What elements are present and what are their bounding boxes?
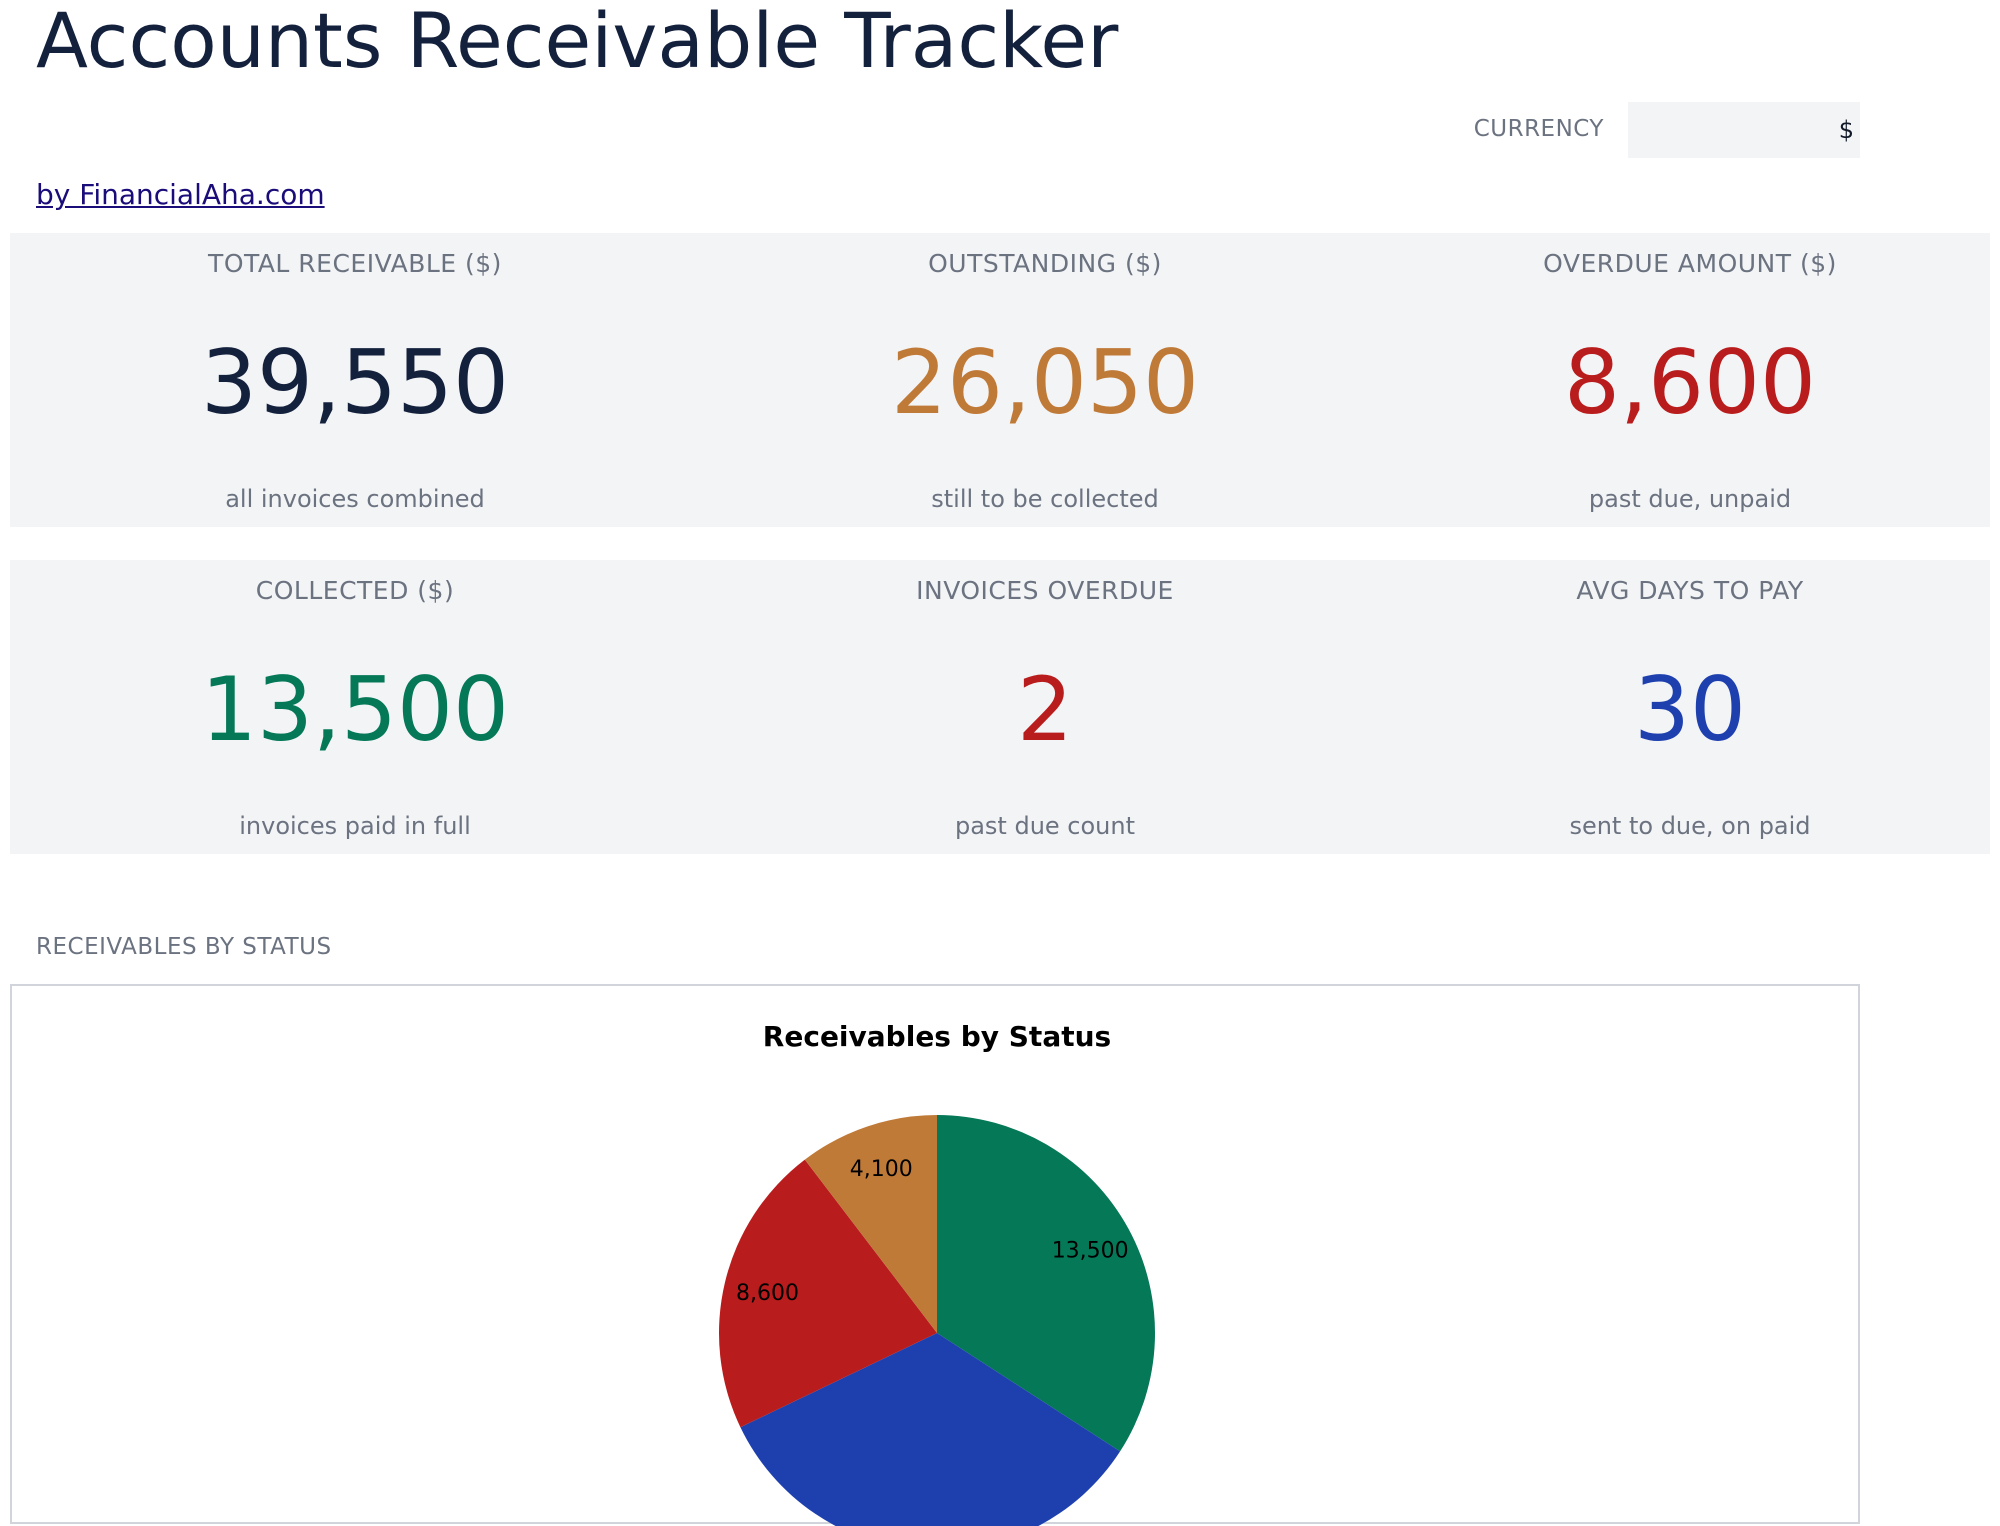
kpi-label: OUTSTANDING ($) xyxy=(928,249,1162,278)
section-label: RECEIVABLES BY STATUS xyxy=(36,934,332,960)
kpi-label: TOTAL RECEIVABLE ($) xyxy=(208,249,502,278)
kpi-label: COLLECTED ($) xyxy=(255,576,455,605)
currency-label: CURRENCY xyxy=(1473,116,1604,142)
pie-slice-label: 8,600 xyxy=(736,1281,799,1306)
chart-title: Receivables by Status xyxy=(763,1020,1111,1053)
kpi-subtitle: sent to due, on paid xyxy=(1569,812,1811,840)
kpi-collected: COLLECTED ($) 13,500 invoices paid in fu… xyxy=(10,560,700,854)
kpi-subtitle: invoices paid in full xyxy=(239,812,471,840)
byline-link[interactable]: by FinancialAha.com xyxy=(36,178,325,211)
kpi-total-receivable: TOTAL RECEIVABLE ($) 39,550 all invoices… xyxy=(10,233,700,527)
kpi-value: 8,600 xyxy=(1564,331,1816,434)
kpi-row-1: TOTAL RECEIVABLE ($) 39,550 all invoices… xyxy=(10,233,1990,527)
kpi-invoices-overdue: INVOICES OVERDUE 2 past due count xyxy=(700,560,1390,854)
page-title: Accounts Receivable Tracker xyxy=(36,0,1119,85)
kpi-subtitle: still to be collected xyxy=(931,485,1159,513)
kpi-subtitle: past due count xyxy=(954,812,1136,840)
pie-slice-label: 13,500 xyxy=(1052,1239,1129,1264)
kpi-avg-days-to-pay: AVG DAYS TO PAY 30 sent to due, on paid xyxy=(1350,560,2000,854)
pie-slice xyxy=(740,1333,1121,1526)
pie-slice xyxy=(804,1115,937,1333)
pie-chart: Receivables by Status 13,500 8,600 4,100 xyxy=(719,1020,1155,1526)
kpi-label: AVG DAYS TO PAY xyxy=(1576,576,1804,605)
pie-slice xyxy=(937,1115,1155,1452)
pie-slice xyxy=(719,1159,937,1428)
kpi-value: 39,550 xyxy=(201,331,509,434)
pie-slice-labels: 13,500 8,600 4,100 xyxy=(736,1157,1129,1306)
kpi-subtitle: all invoices combined xyxy=(225,485,485,513)
kpi-value: 26,050 xyxy=(891,331,1199,434)
kpi-label: INVOICES OVERDUE xyxy=(916,576,1174,605)
kpi-value: 2 xyxy=(1017,658,1073,761)
chart-container: Receivables by Status 13,500 8,600 4,100 xyxy=(10,984,1860,1526)
pie-slice-label: 4,100 xyxy=(850,1157,913,1182)
kpi-row-2: COLLECTED ($) 13,500 invoices paid in fu… xyxy=(10,560,1990,854)
kpi-overdue-amount: OVERDUE AMOUNT ($) 8,600 past due, unpai… xyxy=(1350,233,2000,527)
kpi-value: 30 xyxy=(1634,658,1746,761)
currency-input[interactable]: $ xyxy=(1628,102,1860,158)
kpi-outstanding: OUTSTANDING ($) 26,050 still to be colle… xyxy=(700,233,1390,527)
kpi-label: OVERDUE AMOUNT ($) xyxy=(1543,249,1837,278)
pie-slices xyxy=(719,1115,1155,1526)
kpi-value: 13,500 xyxy=(201,658,509,761)
kpi-subtitle: past due, unpaid xyxy=(1588,485,1792,513)
